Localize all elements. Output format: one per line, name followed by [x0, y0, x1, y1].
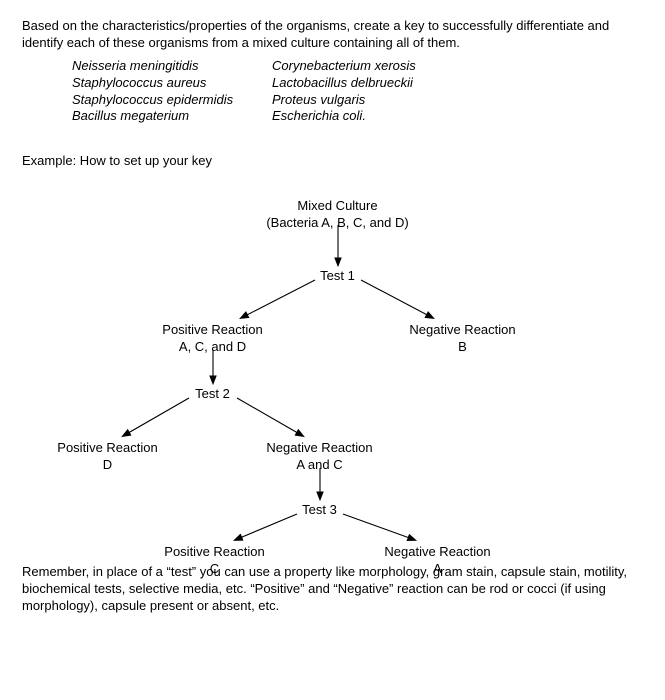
diagram-node-t2: Test 2	[195, 386, 230, 403]
diagram-node-root: Mixed Culture(Bacteria A, B, C, and D)	[266, 198, 408, 232]
organism-item: Neisseria meningitidis	[72, 58, 272, 75]
intro-text: Based on the characteristics/properties …	[22, 18, 643, 52]
diagram-node-neg1: Negative ReactionB	[409, 322, 515, 356]
organism-item: Lactobacillus delbrueckii	[272, 75, 472, 92]
diagram-node-neg2: Negative ReactionA and C	[266, 440, 372, 474]
organism-item: Staphylococcus epidermidis	[72, 92, 272, 109]
organism-item: Staphylococcus aureus	[72, 75, 272, 92]
diagram-node-pos1: Positive ReactionA, C, and D	[162, 322, 262, 356]
organisms-col-right: Corynebacterium xerosis Lactobacillus de…	[272, 58, 472, 126]
organism-item: Bacillus megaterium	[72, 108, 272, 125]
organisms-col-left: Neisseria meningitidis Staphylococcus au…	[72, 58, 272, 126]
organisms-list: Neisseria meningitidis Staphylococcus au…	[72, 58, 643, 126]
organism-item: Corynebacterium xerosis	[272, 58, 472, 75]
example-header: Example: How to set up your key	[22, 153, 643, 170]
key-diagram: Mixed Culture(Bacteria A, B, C, and D) Te…	[23, 190, 643, 560]
diagram-node-neg3: Negative ReactionA	[384, 544, 490, 578]
diagram-node-pos3: Positive ReactionC	[164, 544, 264, 578]
organism-item: Escherichia coli.	[272, 108, 472, 125]
footer-text: Remember, in place of a “test” you can u…	[22, 564, 643, 615]
diagram-node-pos2: Positive ReactionD	[57, 440, 157, 474]
diagram-node-t1: Test 1	[320, 268, 355, 285]
diagram-node-t3: Test 3	[302, 502, 337, 519]
organism-item: Proteus vulgaris	[272, 92, 472, 109]
